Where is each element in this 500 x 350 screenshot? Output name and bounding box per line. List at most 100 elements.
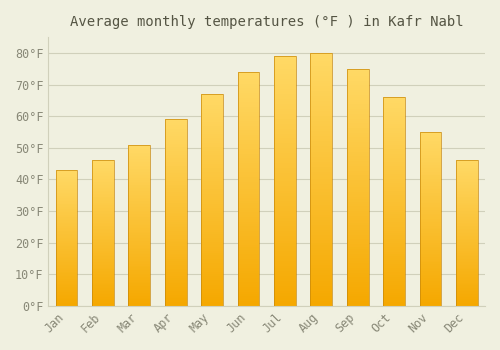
Bar <box>128 159 150 161</box>
Bar <box>383 239 405 241</box>
Bar <box>201 166 223 168</box>
Bar <box>310 301 332 303</box>
Bar <box>201 272 223 274</box>
Bar <box>238 170 260 173</box>
Bar <box>165 261 186 263</box>
Bar <box>420 174 442 175</box>
Bar <box>456 291 477 293</box>
Bar <box>420 160 442 161</box>
Bar <box>128 274 150 275</box>
Bar <box>128 303 150 304</box>
Bar <box>165 181 186 183</box>
Bar <box>346 244 368 246</box>
Bar <box>310 235 332 238</box>
Bar <box>128 162 150 164</box>
Bar <box>274 76 296 78</box>
Bar <box>456 203 477 204</box>
Bar <box>56 304 78 306</box>
Bar <box>201 113 223 115</box>
Bar <box>238 93 260 95</box>
Bar <box>274 188 296 191</box>
Bar <box>56 249 78 250</box>
Bar <box>201 185 223 187</box>
Bar <box>346 235 368 237</box>
Bar <box>420 304 442 306</box>
Bar <box>456 189 477 191</box>
Bar <box>128 296 150 298</box>
Bar <box>128 175 150 177</box>
Bar <box>92 268 114 270</box>
Bar <box>310 58 332 61</box>
Bar <box>92 226 114 227</box>
Bar <box>383 245 405 247</box>
Bar <box>238 201 260 203</box>
Bar <box>165 231 186 233</box>
Bar <box>92 294 114 296</box>
Bar <box>456 277 477 278</box>
Bar <box>274 119 296 121</box>
Bar <box>201 246 223 248</box>
Bar <box>310 250 332 253</box>
Bar <box>383 237 405 239</box>
Bar <box>420 137 442 139</box>
Bar <box>420 134 442 135</box>
Bar <box>383 214 405 216</box>
Bar <box>274 266 296 268</box>
Bar <box>128 183 150 185</box>
Bar <box>238 219 260 222</box>
Bar <box>201 200 223 202</box>
Bar <box>128 232 150 233</box>
Bar <box>165 239 186 240</box>
Bar <box>346 109 368 111</box>
Bar <box>274 96 296 99</box>
Bar <box>346 223 368 225</box>
Bar <box>456 194 477 195</box>
Bar <box>92 249 114 251</box>
Bar <box>238 268 260 271</box>
Bar <box>346 249 368 251</box>
Bar <box>420 214 442 215</box>
Bar <box>128 188 150 190</box>
Bar <box>274 186 296 188</box>
Bar <box>383 268 405 270</box>
Bar <box>456 249 477 251</box>
Bar <box>165 162 186 164</box>
Bar <box>383 241 405 243</box>
Bar <box>346 107 368 109</box>
Bar <box>56 295 78 296</box>
Bar <box>456 280 477 281</box>
Bar <box>310 260 332 263</box>
Bar <box>383 233 405 235</box>
Bar <box>274 203 296 206</box>
Bar <box>238 133 260 135</box>
Bar <box>201 149 223 151</box>
Bar <box>346 185 368 187</box>
Bar <box>274 284 296 286</box>
Bar <box>383 256 405 258</box>
Bar <box>56 243 78 245</box>
Bar <box>383 212 405 214</box>
Bar <box>128 269 150 270</box>
Bar <box>92 182 114 184</box>
Bar <box>56 287 78 288</box>
Bar <box>456 179 477 181</box>
Bar <box>238 285 260 287</box>
Bar <box>346 69 368 306</box>
Bar <box>420 210 442 212</box>
Bar <box>346 282 368 285</box>
Bar <box>420 158 442 160</box>
Bar <box>128 270 150 272</box>
Bar <box>274 159 296 161</box>
Bar <box>165 147 186 149</box>
Bar <box>456 162 477 163</box>
Bar <box>420 189 442 191</box>
Bar <box>383 178 405 181</box>
Bar <box>92 194 114 195</box>
Bar <box>420 161 442 163</box>
Bar <box>128 195 150 196</box>
Bar <box>383 250 405 252</box>
Bar <box>456 258 477 259</box>
Bar <box>128 167 150 169</box>
Bar <box>92 188 114 189</box>
Bar <box>165 175 186 177</box>
